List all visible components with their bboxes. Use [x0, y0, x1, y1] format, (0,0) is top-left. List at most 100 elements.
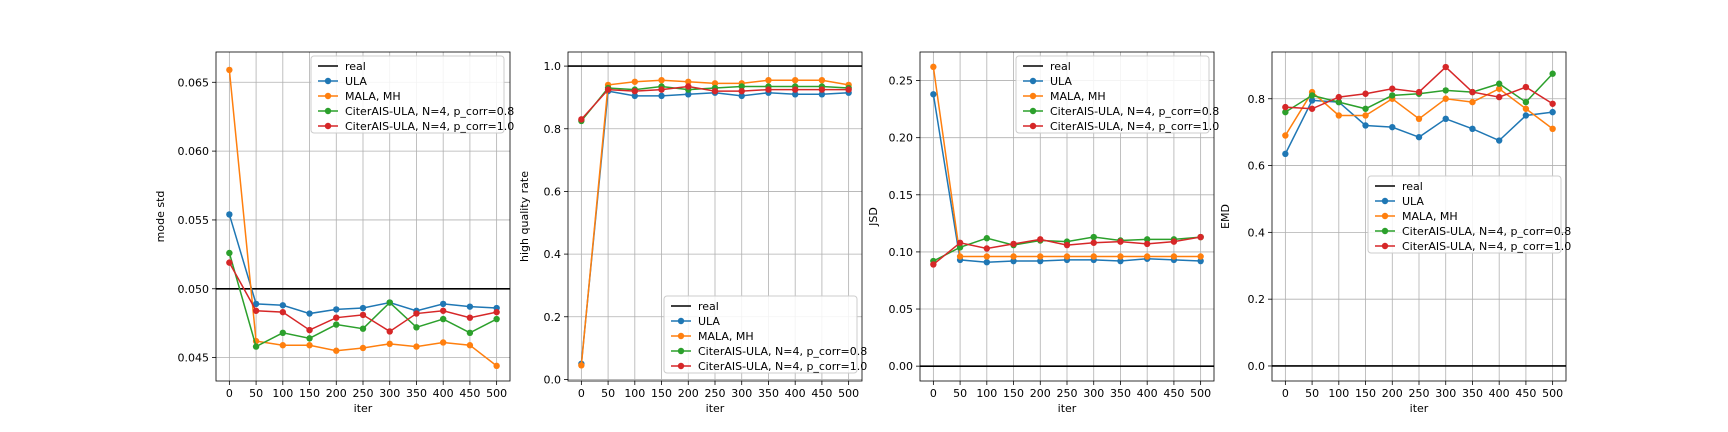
y-tick-label: 0.10	[889, 246, 914, 259]
x-tick-label: 500	[838, 387, 859, 400]
data-point	[413, 343, 420, 350]
x-tick-label: 350	[1110, 387, 1131, 400]
y-tick-label: 0.065	[178, 76, 210, 89]
y-tick-label: 1.0	[544, 60, 562, 73]
data-point	[1389, 92, 1396, 99]
data-point	[658, 77, 665, 84]
legend-label: MALA, MH	[698, 330, 754, 343]
data-point	[578, 116, 585, 123]
legend-swatch-marker	[677, 317, 685, 325]
data-point	[306, 310, 313, 317]
y-tick-label: 0.4	[544, 248, 562, 261]
x-tick-label: 250	[1409, 387, 1430, 400]
data-point	[1170, 238, 1178, 245]
data-point	[1117, 253, 1124, 260]
legend-swatch-marker	[1029, 107, 1037, 115]
data-point	[226, 249, 233, 257]
data-point	[1282, 103, 1289, 111]
data-point	[1469, 125, 1476, 133]
data-point	[333, 347, 340, 354]
x-tick-label: 150	[651, 387, 672, 400]
y-tick-label: 0.2	[1248, 293, 1266, 306]
y-tick-label: 0.055	[178, 214, 210, 227]
data-point	[1282, 132, 1289, 139]
data-point	[685, 83, 692, 90]
data-point	[685, 91, 692, 98]
data-point	[1010, 240, 1017, 248]
legend-label: ULA	[698, 315, 720, 328]
data-point	[1010, 257, 1017, 265]
series-1	[226, 211, 500, 317]
data-point	[658, 86, 665, 93]
legend-swatch-marker	[1029, 77, 1037, 85]
data-point	[1335, 112, 1343, 119]
data-point	[1549, 125, 1556, 133]
legend-swatch-marker	[324, 77, 332, 85]
legend-label: CiterAIS-ULA, N=4, p_corr=1.0	[698, 360, 867, 373]
data-point	[1415, 115, 1423, 123]
legend-label: CiterAIS-ULA, N=4, p_corr=1.0	[1402, 240, 1571, 253]
chart-panel-1: 0 50 100 150 200 250 300 350 400 450 500 0.045 0.050…	[154, 51, 514, 415]
x-tick-label: 0	[1282, 387, 1289, 400]
data-point	[738, 87, 745, 95]
y-tick-label: 0.050	[178, 283, 210, 296]
data-point	[604, 86, 612, 93]
legend-box	[663, 295, 858, 374]
data-point	[439, 315, 447, 323]
data-point	[1170, 253, 1178, 260]
legend-label: real	[1402, 180, 1423, 193]
data-point	[845, 86, 852, 93]
data-point	[226, 259, 233, 266]
data-point	[1197, 253, 1204, 260]
data-point	[791, 77, 799, 84]
data-point	[1362, 90, 1369, 97]
data-point	[466, 303, 474, 310]
data-point	[1415, 88, 1423, 96]
data-point	[1143, 253, 1151, 260]
y-tick-label: 0.045	[178, 352, 210, 365]
y-tick-label: 0.25	[889, 75, 914, 88]
data-point	[1522, 98, 1530, 106]
x-tick-label: 150	[1003, 387, 1024, 400]
data-point	[738, 83, 745, 90]
data-point	[333, 306, 340, 313]
x-tick-label: 100	[272, 387, 293, 400]
x-tick-label: 400	[785, 387, 806, 400]
x-tick-label: 300	[379, 387, 400, 400]
data-point	[226, 211, 233, 218]
data-point	[1522, 105, 1530, 112]
data-point	[386, 299, 393, 306]
y-tick-label: 0.2	[544, 311, 562, 324]
x-tick-label: 150	[299, 387, 320, 400]
data-point	[1037, 253, 1044, 260]
x-tick-label: 0	[226, 387, 233, 400]
data-point	[930, 261, 937, 268]
x-tick-label: 350	[406, 387, 427, 400]
data-point	[1549, 108, 1556, 116]
data-point	[818, 77, 826, 84]
data-point	[1415, 133, 1423, 141]
y-axis-label: JSD	[867, 207, 880, 227]
legend-label: real	[698, 300, 719, 313]
data-point	[1362, 105, 1369, 112]
data-point	[252, 343, 260, 350]
data-point	[765, 77, 772, 84]
series-4	[930, 233, 1204, 268]
data-point	[631, 92, 639, 100]
x-tick-label: 250	[705, 387, 726, 400]
data-point	[1308, 105, 1316, 112]
data-point	[493, 362, 500, 370]
data-point	[1090, 233, 1097, 241]
data-point	[1495, 80, 1503, 87]
x-tick-label: 500	[486, 387, 507, 400]
data-point	[983, 253, 991, 260]
data-point	[1063, 253, 1071, 260]
data-point	[1308, 97, 1316, 104]
data-point	[1549, 70, 1556, 77]
data-point	[956, 244, 964, 251]
data-point	[439, 307, 447, 314]
data-point	[631, 78, 639, 85]
data-point	[658, 92, 665, 100]
legend: real ULA MALA, MH CiterAIS-ULA, N=4, p_corr…	[663, 295, 867, 374]
